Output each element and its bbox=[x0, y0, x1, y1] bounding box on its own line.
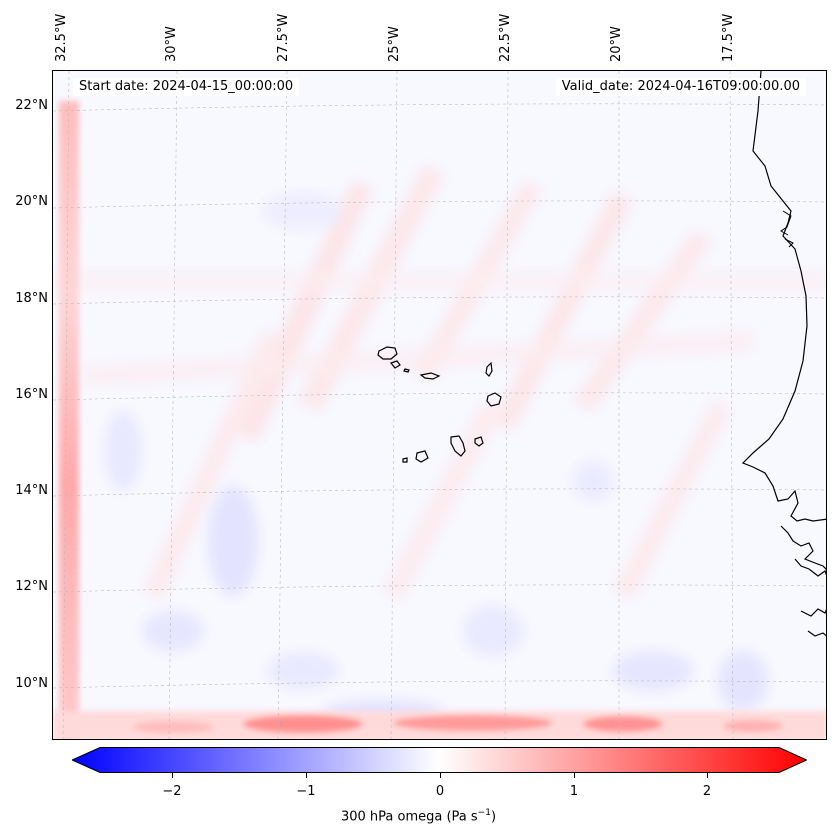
colorbar-tickmark-2 bbox=[707, 773, 708, 778]
lon-label-20w: 20°W bbox=[609, 26, 624, 62]
map-panel bbox=[52, 70, 827, 740]
valid-date-label: Valid_date: 2024-04-16T09:00:00.00 bbox=[555, 78, 806, 96]
island-boa-vista bbox=[486, 392, 502, 407]
lat-label-22n: 22°N bbox=[15, 98, 48, 113]
lon-label-32-5w: 32.5°W bbox=[54, 13, 69, 62]
colorbar-label-text: 300 hPa omega (Pa s bbox=[340, 809, 478, 825]
omega-field-map bbox=[53, 71, 826, 739]
colorbar-tick-neg2: −2 bbox=[162, 784, 182, 799]
lon-label-25w: 25°W bbox=[387, 26, 402, 62]
colorbar-tick-0: 0 bbox=[435, 784, 445, 799]
lat-label-18n: 18°N bbox=[15, 291, 48, 306]
cape-verde-islands bbox=[377, 346, 502, 463]
colorbar-tickmark-neg1 bbox=[306, 773, 307, 778]
field-bottom-boundary bbox=[53, 711, 826, 739]
island-sal bbox=[485, 361, 493, 377]
field-red-streaks bbox=[53, 166, 826, 599]
colorbar-body bbox=[72, 747, 807, 773]
lat-label-10n: 10°N bbox=[15, 676, 48, 691]
colorbar-label: 300 hPa omega (Pa s−1) bbox=[0, 808, 837, 824]
field-left-boundary bbox=[59, 101, 79, 739]
lon-label-27-5w: 27.5°W bbox=[276, 13, 291, 62]
island-sao-vicente bbox=[389, 360, 401, 369]
lon-label-17-5w: 17.5°W bbox=[721, 13, 736, 62]
island-santiago bbox=[450, 435, 466, 457]
colorbar-tickmark-neg2 bbox=[172, 773, 173, 778]
colorbar-tickmark-0 bbox=[440, 773, 441, 778]
lat-label-12n: 12°N bbox=[15, 579, 48, 594]
lon-label-22-5w: 22.5°W bbox=[498, 13, 513, 62]
colorbar-label-exponent: −1 bbox=[477, 808, 491, 818]
africa-coastline bbox=[741, 71, 826, 637]
lon-label-30w: 30°W bbox=[164, 26, 179, 62]
island-fogo bbox=[415, 450, 429, 463]
lat-label-16n: 16°N bbox=[15, 387, 48, 402]
senegal-coast-detail bbox=[780, 210, 794, 248]
lat-label-14n: 14°N bbox=[15, 483, 48, 498]
island-sao-nicolau bbox=[419, 372, 441, 380]
lat-label-20n: 20°N bbox=[15, 194, 48, 209]
island-maio bbox=[474, 436, 484, 447]
island-santo-antao bbox=[377, 346, 398, 360]
colorbar-tick-neg1: −1 bbox=[296, 784, 316, 799]
gridlines bbox=[53, 71, 826, 739]
colorbar-tick-1: 1 bbox=[569, 784, 579, 799]
colorbar-tickmark-1 bbox=[574, 773, 575, 778]
colorbar bbox=[72, 747, 807, 773]
island-santa-luzia bbox=[403, 368, 410, 373]
start-date-label: Start date: 2024-04-15_00:00:00 bbox=[73, 78, 300, 96]
colorbar-tick-2: 2 bbox=[702, 784, 712, 799]
island-brava bbox=[402, 457, 408, 463]
colorbar-label-close: ) bbox=[490, 809, 497, 825]
